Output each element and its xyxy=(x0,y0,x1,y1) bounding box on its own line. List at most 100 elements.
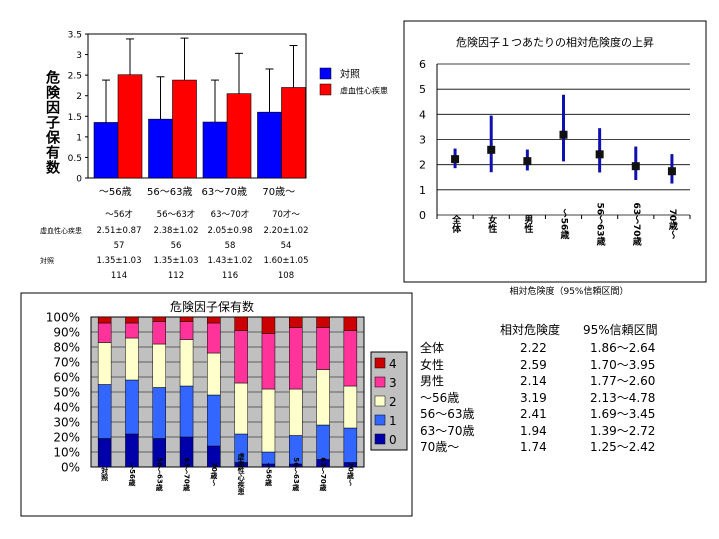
stack-segment xyxy=(179,321,194,340)
table-col-header: 56～63才 xyxy=(157,209,196,220)
chart-title: 危険因子保有数 xyxy=(170,299,254,314)
y-tick-label: 10% xyxy=(53,446,80,460)
legend-swatch xyxy=(374,433,386,445)
legend-swatch xyxy=(319,67,332,80)
legend-label: 2 xyxy=(389,395,397,409)
y-tick-label: 70% xyxy=(53,356,80,370)
legend-swatch xyxy=(374,357,386,369)
stack-segment xyxy=(179,385,194,438)
plot-frame xyxy=(87,33,307,179)
rr-point xyxy=(559,130,568,139)
rr-ci: 1.70～3.95 xyxy=(590,357,656,372)
y-tick-label: 80% xyxy=(53,341,80,355)
legend-swatch xyxy=(374,376,386,388)
x-category-label: 56～63歳 xyxy=(155,457,163,492)
stack-segment xyxy=(343,316,358,331)
table-row-label: 虚血性心疾患 xyxy=(40,226,82,235)
legend-label: 4 xyxy=(389,357,397,371)
x-category-label: 対照 xyxy=(101,466,110,482)
table-value: 1.43±1.02 xyxy=(208,256,253,266)
x-category-label: 70歳～ xyxy=(667,209,679,240)
y-tick-label: 6 xyxy=(419,58,426,71)
x-category-label: 全体 xyxy=(450,214,462,234)
table-n: 54 xyxy=(281,241,292,251)
stack-segment xyxy=(97,322,112,343)
rr-ci: 2.13～4.78 xyxy=(590,390,656,405)
legend-swatch xyxy=(319,83,332,96)
y-tick-label: 50% xyxy=(53,386,80,400)
y-tick-label: 3 xyxy=(76,51,82,61)
table-n: 114 xyxy=(111,271,127,281)
stack-segment xyxy=(97,384,112,439)
stack-segment xyxy=(179,316,194,322)
stack-segment xyxy=(152,343,166,388)
x-category-label: 男性 xyxy=(522,215,533,234)
x-category-label: 63～70歳 xyxy=(183,457,191,492)
rr-ci: 1.86～2.64 xyxy=(590,341,656,355)
stack-segment xyxy=(152,321,166,345)
table-n: 112 xyxy=(168,271,184,281)
table-col-header: 70才～ xyxy=(272,209,300,220)
rr-point xyxy=(631,162,640,171)
stack-segment xyxy=(234,330,248,384)
chart-frame xyxy=(403,20,707,283)
stack-segment xyxy=(261,388,276,453)
legend-label: 0 xyxy=(389,433,397,447)
stack-segment xyxy=(152,387,166,439)
table-value: 2.20±1.02 xyxy=(264,226,309,236)
x-category-label: 63～70歳 xyxy=(631,202,643,246)
y-tick-label: 3.5 xyxy=(68,31,82,41)
control-bar xyxy=(148,118,173,179)
y-tick-label: 1.5 xyxy=(68,113,82,123)
y-tick-label: 0.5 xyxy=(68,154,82,164)
table-value: 1.35±1.03 xyxy=(154,256,199,266)
legend-label: 対照 xyxy=(340,68,360,81)
y-tick-label: 2.5 xyxy=(68,72,82,82)
table-n: 57 xyxy=(114,241,125,251)
x-category-label: 63～70歳 xyxy=(319,457,327,492)
y-tick-label: 100% xyxy=(46,311,80,325)
stack-segment xyxy=(289,388,303,436)
stack-segment xyxy=(289,316,303,328)
table-value: 1.35±1.03 xyxy=(97,256,142,266)
y-tick-label: 1 xyxy=(76,133,82,143)
x-axis-label: 相対危険度（95%信頼区間） xyxy=(509,285,628,297)
rr-header-ci: 95%信頼区間 xyxy=(583,323,658,337)
table-value: 1.60±1.05 xyxy=(264,256,309,266)
x-category-label: ～56歳 xyxy=(264,462,272,487)
y-tick-label: 0 xyxy=(419,209,426,222)
rr-ci: 1.77～2.60 xyxy=(590,374,656,388)
y-tick-label: 0 xyxy=(76,175,82,185)
rr-value: 1.94 xyxy=(520,423,547,438)
stack-segment xyxy=(289,327,303,390)
rr-label: 女性 xyxy=(420,357,445,372)
y-tick-label: 2 xyxy=(419,159,426,172)
x-category-label: 56～63歳 xyxy=(147,186,192,198)
stack-segment xyxy=(234,316,248,331)
stack-segment xyxy=(316,424,330,460)
table-n: 56 xyxy=(171,241,182,251)
legend-label: 3 xyxy=(389,376,397,390)
rr-label: 63～70歳 xyxy=(420,423,475,438)
table-n: 116 xyxy=(222,271,238,281)
rr-ci: 1.39～2.72 xyxy=(590,423,656,438)
rr-label: ～56歳 xyxy=(420,390,460,405)
stack-segment xyxy=(125,316,139,324)
table-value: 2.51±0.87 xyxy=(97,226,142,236)
stack-segment xyxy=(316,327,330,370)
rr-point xyxy=(451,155,460,164)
stack-segment xyxy=(207,394,221,447)
stack-segment xyxy=(97,342,112,385)
rr-value: 3.19 xyxy=(520,390,547,405)
x-category-label: 70歳～ xyxy=(346,462,354,487)
y-tick-label: 0% xyxy=(61,461,80,475)
y-tick-label: 2 xyxy=(76,92,82,102)
ihd-bar xyxy=(281,87,306,179)
y-tick-label: 90% xyxy=(53,326,80,340)
table-value: 2.05±0.98 xyxy=(208,226,253,236)
legend-label: 1 xyxy=(389,414,397,428)
ihd-bar xyxy=(226,93,252,179)
stack-segment xyxy=(207,352,221,396)
